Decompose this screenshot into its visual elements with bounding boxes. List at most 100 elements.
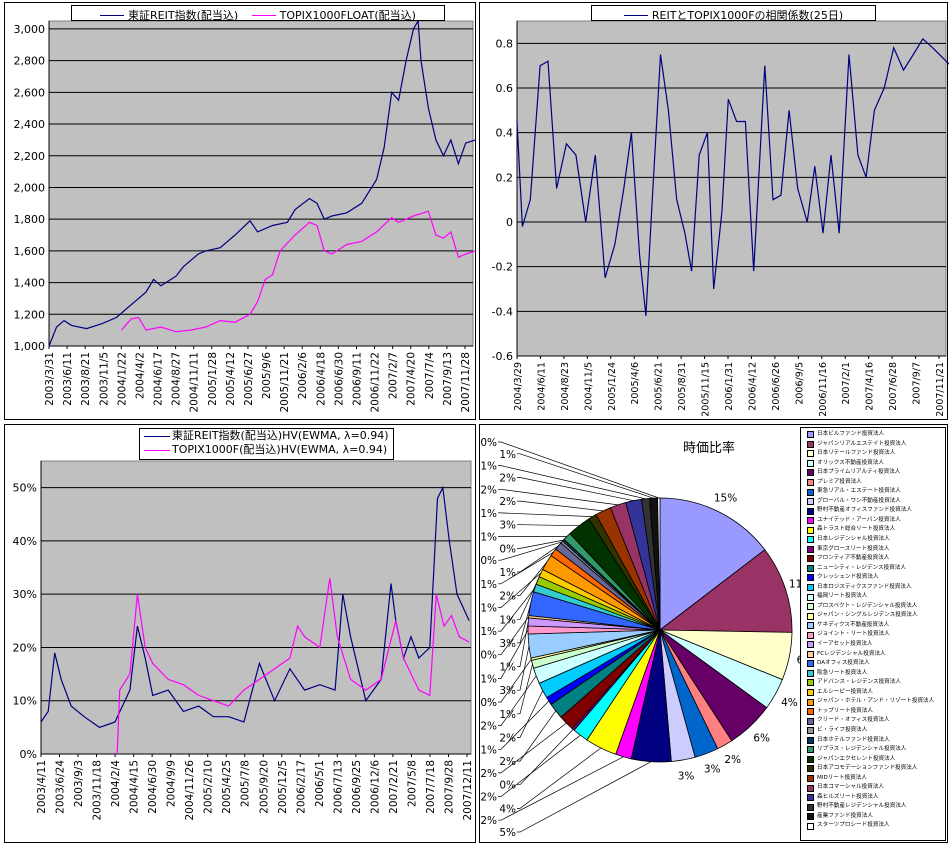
legend-label: 日本プライムリアルティ投資法人 — [817, 469, 901, 476]
x-tick-label: 2005/6/21 — [654, 362, 665, 411]
legend-color-swatch — [807, 526, 814, 534]
pie-legend-item: ジャパン・ホテル・アンド・リゾート投資法人 — [807, 697, 945, 707]
legend-label: プロスペクト・レジデンシャル投資法人 — [817, 602, 918, 609]
legend-label: アドバンス・レジデンス投資法人 — [817, 679, 901, 686]
pie-legend-item: 阪急リート投資法人 — [807, 669, 945, 679]
legend-color-swatch — [807, 794, 814, 802]
series-line-secondary — [116, 578, 470, 755]
series-line-primary — [40, 485, 470, 729]
legend-color-swatch — [807, 469, 814, 477]
legend-color-swatch — [807, 784, 814, 792]
x-tick-label: 2006/2/6 — [297, 352, 309, 399]
legend-color-swatch — [807, 603, 814, 611]
legend-color-swatch — [807, 431, 814, 439]
pie-title: 時価比率 — [683, 441, 736, 456]
pie-legend-item: プレミア投資法人 — [807, 478, 945, 488]
y-tick-label: 0% — [20, 748, 37, 761]
x-tick-label: 2005/4/6 — [630, 362, 641, 405]
x-tick-label: 2006/7/13 — [332, 760, 344, 814]
legend-color-swatch — [807, 708, 814, 716]
x-tick-label: 2005/12/5 — [277, 760, 289, 814]
legend-line-swatch — [144, 449, 170, 451]
pie-legend-item: クレッシェンド投資法人 — [807, 573, 945, 583]
y-tick-label: 0.6 — [496, 82, 514, 95]
plot-area — [48, 20, 474, 347]
y-tick-label: -0.4 — [492, 305, 513, 318]
y-tick-label: 2,200 — [14, 150, 46, 163]
x-tick-label: 2003/6/24 — [55, 760, 67, 814]
x-tick-label: 2004/11/11 — [189, 352, 201, 413]
x-tick-label: 2005/9/6 — [261, 352, 273, 399]
legend-label: イーアセット投資法人 — [817, 641, 873, 648]
legend-label: 野村不動産レジデンシャル投資法人 — [817, 803, 907, 810]
x-tick-label: 2006/1/31 — [724, 362, 735, 411]
legend-color-swatch — [807, 631, 814, 639]
x-tick-label: 2004/3/29 — [513, 362, 524, 411]
x-tick-label: 2006/9/11 — [351, 352, 363, 406]
pie-legend-item: ジャパンエクセレント投資法人 — [807, 755, 945, 765]
legend-label: 東証REIT指数(配当込) — [128, 8, 239, 22]
legend-label: REITとTOPIX1000Fの相関係数(25日) — [651, 8, 844, 22]
x-tick-label: 2007/9/13 — [442, 352, 454, 406]
pie-legend-item: MIDリート投資法人 — [807, 774, 945, 784]
legend-label: TOPIX1000F(配当込)HV(EWMA, λ=0.94) — [172, 443, 388, 456]
legend-label: 日本ロジスティクスファンド投資法人 — [817, 583, 912, 590]
y-tick-label: 1,200 — [14, 308, 46, 321]
legend-color-swatch — [807, 803, 814, 811]
legend-label: プレミア投資法人 — [817, 478, 862, 485]
x-tick-label: 2004/4/15 — [129, 760, 141, 814]
plot-area — [516, 20, 947, 357]
legend-color-swatch — [807, 507, 814, 515]
x-tick-label: 2003/11/5 — [98, 352, 110, 406]
legend-label: 福岡リート投資法人 — [817, 593, 868, 600]
legend-label: ビ・ライフ投資法人 — [817, 726, 868, 733]
reit-topix-index-chart: 1,000 1,200 1,400 1,600 1,800 2,000 2,200 2,400… — [4, 2, 476, 420]
pie-legend-item: オリックス不動産投資法人 — [807, 459, 945, 469]
legend-color-swatch — [807, 660, 814, 668]
y-tick-label: 2,800 — [14, 55, 46, 68]
x-tick-label: 2007/7/4 — [424, 352, 436, 399]
x-tick-label: 2005/8/31 — [677, 362, 688, 411]
y-tick-label: 50% — [13, 482, 37, 495]
legend-color-swatch — [807, 498, 814, 506]
x-tick-label: 2006/6/26 — [771, 362, 782, 411]
pie-legend-item: ジャパン・シングルレジデンス投資法人 — [807, 611, 945, 621]
y-tick-label: 0.8 — [496, 37, 514, 50]
pie-legend-item: フロンティア不動産投資法人 — [807, 554, 945, 564]
legend-label: 日本アコモデーションファンド投資法人 — [817, 765, 918, 772]
legend-color-swatch — [807, 459, 814, 467]
x-tick-label: 2006/2/17 — [295, 760, 307, 814]
legend-line-swatch — [623, 15, 648, 16]
legend-color-swatch — [807, 746, 814, 754]
x-tick-label: 2007/5/8 — [406, 760, 418, 807]
pie-legend-item: エルシーピー投資法人 — [807, 688, 945, 698]
y-tick-label: 1,000 — [14, 340, 46, 353]
pie-legend-item: 日本プライムリアルティ投資法人 — [807, 468, 945, 478]
x-tick-label: 2004/2/4 — [110, 760, 122, 807]
x-tick-label: 2005/1/28 — [207, 352, 219, 406]
plot-area — [40, 460, 472, 755]
legend-label: ジャパン・シングルレジデンス投資法人 — [817, 612, 918, 619]
x-tick-label: 2004/6/30 — [147, 760, 159, 814]
legend-color-swatch — [807, 727, 814, 735]
pie-legend-item: 日本リテールファンド投資法人 — [807, 449, 945, 459]
legend-color-swatch — [807, 689, 814, 697]
legend-color-swatch — [807, 517, 814, 525]
x-tick-label: 2003/3/31 — [44, 352, 56, 406]
legend-item-topix-hv: TOPIX1000F(配当込)HV(EWMA, λ=0.94) — [144, 443, 393, 457]
legend-label: クレッシェンド投資法人 — [817, 574, 879, 581]
volatility-chart: 0% 10% 20% 30% 40% 50% 2003/4/11 2003/6/24 2003/… — [4, 424, 476, 843]
pie-legend-item: トップリート投資法人 — [807, 707, 945, 717]
y-tick-label: 2,000 — [14, 181, 46, 194]
legend-label: トップリート投資法人 — [817, 707, 873, 714]
x-tick-label: 2007/2/7 — [388, 352, 400, 399]
x-tick-label: 2007/4/20 — [406, 352, 418, 406]
legend-label: 産業ファンド投資法人 — [817, 812, 873, 819]
y-tick-label: 1,400 — [14, 277, 46, 290]
x-tick-label: 2006/4/18 — [315, 352, 327, 406]
legend-label: リプラス・レジデンシャル投資法人 — [817, 746, 907, 753]
legend-label: ニューシティ・レジデンス投資法人 — [817, 564, 906, 571]
chart-legend: 東証REIT指数(配当込) TOPIX1000FLOAT(配当込) — [71, 5, 445, 22]
x-tick-label: 2006/4/12 — [747, 362, 758, 411]
